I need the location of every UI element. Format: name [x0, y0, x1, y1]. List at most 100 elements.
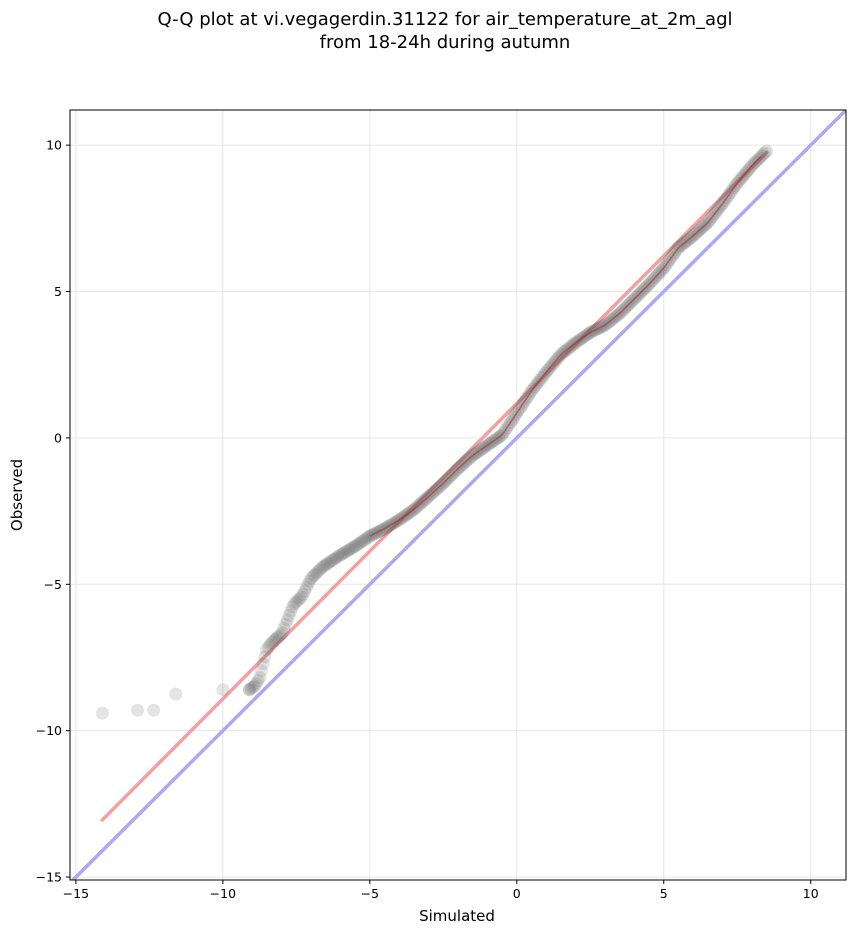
qq-point — [289, 595, 303, 609]
qq-point — [244, 681, 258, 695]
qq-point — [336, 547, 350, 561]
qq-point — [322, 556, 336, 570]
qq-point — [317, 559, 331, 573]
qq-point — [280, 613, 294, 627]
y-axis-ticks: −15 −10 −5 0 5 10 — [36, 138, 70, 885]
qq-point — [339, 545, 353, 559]
qq-point — [275, 626, 289, 640]
qq-point — [216, 683, 230, 697]
y-tick-label: −15 — [36, 870, 62, 885]
qq-point — [313, 562, 327, 576]
qq-point — [273, 628, 287, 642]
qq-point — [348, 539, 362, 553]
qq-point — [360, 531, 374, 545]
qq-point — [358, 532, 372, 546]
qq-point — [760, 144, 774, 158]
qq-point — [312, 564, 326, 578]
qq-point — [147, 703, 161, 717]
qq-point — [351, 537, 365, 551]
qq-point — [253, 671, 267, 685]
qq-point — [268, 632, 282, 646]
qq-point — [265, 636, 279, 650]
qq-point — [362, 530, 376, 544]
qq-point — [242, 683, 256, 697]
qq-point — [242, 683, 256, 697]
fit-line — [100, 150, 769, 822]
x-tick-label: −15 — [63, 886, 89, 901]
qq-point — [287, 597, 301, 611]
qq-point — [315, 561, 329, 575]
qq-point — [324, 555, 338, 569]
qq-point — [260, 643, 274, 657]
dense-quantile-trace — [369, 156, 762, 537]
plot-area — [70, 110, 846, 880]
qq-point — [325, 553, 339, 567]
qq-point — [292, 592, 306, 606]
qq-point — [331, 550, 345, 564]
qq-point — [320, 557, 334, 571]
x-tick-label: 5 — [660, 886, 668, 901]
y-tick-label: 5 — [54, 284, 62, 299]
x-tick-label: 0 — [513, 886, 521, 901]
qq-point — [270, 631, 284, 645]
qq-point — [294, 590, 308, 604]
qq-point — [298, 584, 312, 598]
plot-frame — [69, 109, 847, 881]
qq-point — [310, 566, 324, 580]
x-axis-label: Simulated — [419, 907, 495, 925]
qq-point — [303, 574, 317, 588]
qq-point — [758, 146, 772, 160]
qq-point — [318, 558, 332, 572]
gridlines — [70, 110, 846, 880]
qq-point — [254, 664, 268, 678]
x-tick-label: −5 — [361, 886, 379, 901]
x-axis-ticks: −15 −10 −5 0 5 10 — [63, 880, 819, 901]
qq-point — [357, 533, 370, 547]
chart-title-line-2: from 18-24h during autumn — [320, 32, 571, 53]
qq-point — [277, 621, 291, 635]
qq-point — [344, 541, 358, 555]
qq-point — [286, 600, 300, 614]
qq-point — [327, 552, 341, 566]
y-tick-label: 10 — [46, 138, 62, 153]
qq-point — [334, 548, 348, 562]
qq-point — [131, 703, 145, 717]
qq-point — [282, 608, 296, 622]
qq-point — [279, 617, 293, 631]
qq-point — [247, 679, 261, 693]
qq-point — [350, 538, 364, 552]
qq-point — [332, 549, 346, 563]
qq-point — [301, 577, 315, 591]
qq-point — [329, 551, 343, 565]
qq-point — [249, 677, 263, 691]
qq-point — [305, 571, 319, 585]
y-axis-label: Observed — [8, 459, 26, 531]
identity-line — [70, 110, 846, 880]
qq-point — [308, 567, 322, 581]
qq-point — [263, 638, 277, 652]
x-tick-label: 10 — [803, 886, 819, 901]
qq-point — [355, 535, 369, 549]
x-tick-label: −10 — [210, 886, 236, 901]
qq-point — [296, 588, 310, 602]
qq-point — [353, 536, 367, 550]
chart-title-line-1: Q-Q plot at vi.vegagerdin.31122 for air_… — [158, 9, 733, 30]
qq-point — [341, 544, 355, 558]
qq-point — [284, 604, 298, 618]
qq-point — [272, 629, 286, 643]
y-tick-label: −5 — [44, 577, 62, 592]
qq-point — [246, 680, 260, 694]
qq-point — [95, 706, 109, 720]
qq-point — [258, 650, 272, 664]
y-tick-label: −10 — [36, 723, 62, 738]
qq-point — [299, 581, 313, 595]
y-tick-label: 0 — [54, 430, 62, 445]
qq-point — [346, 540, 360, 554]
qq-point — [261, 640, 275, 654]
qq-point — [306, 569, 320, 583]
qq-point — [251, 674, 265, 688]
qq-point — [256, 657, 270, 671]
qq-point — [343, 543, 357, 556]
qq-point — [337, 546, 351, 560]
